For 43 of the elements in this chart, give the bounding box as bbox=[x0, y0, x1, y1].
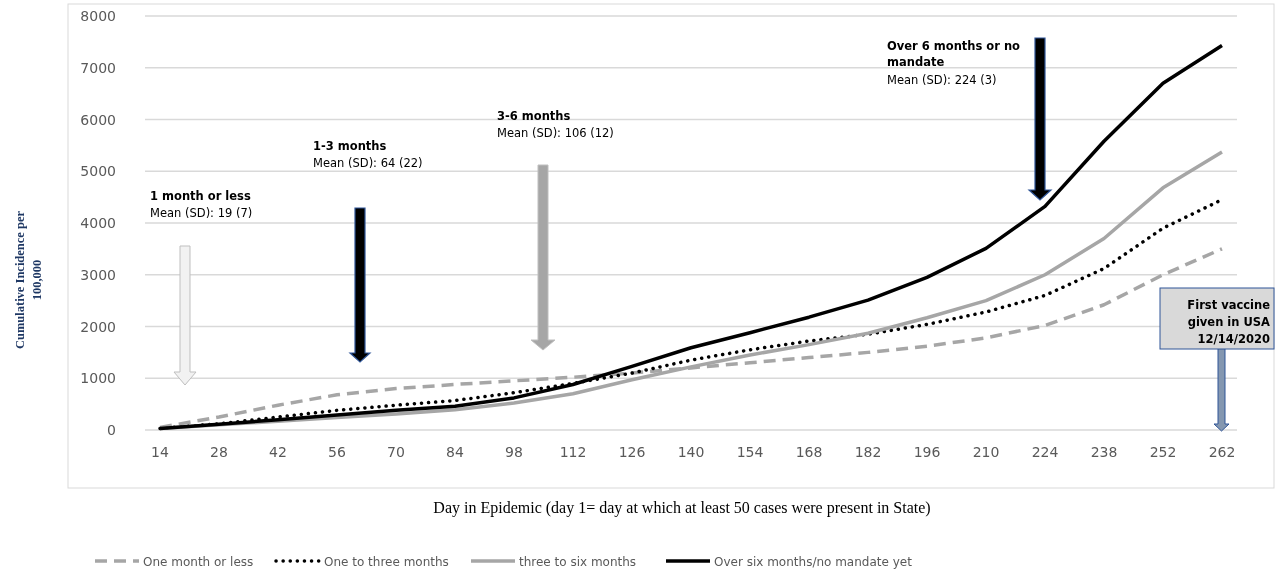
x-axis-title: Day in Epidemic (day 1= day at which at least 50 cases were present in State) bbox=[433, 499, 931, 517]
y-tick-label: 4000 bbox=[80, 215, 116, 231]
legend-label: One month or less bbox=[143, 554, 254, 569]
x-tick-label: 224 bbox=[1031, 444, 1059, 460]
x-tick-label: 84 bbox=[446, 444, 464, 460]
y-tick-label: 3000 bbox=[80, 266, 116, 283]
y-tick-label: 7000 bbox=[80, 59, 116, 76]
x-tick-label: 210 bbox=[972, 444, 1000, 460]
legend-label: Over six months/no mandate yet bbox=[714, 554, 913, 569]
y-tick-label: 1000 bbox=[80, 370, 116, 387]
annotation: 3-6 months bbox=[497, 109, 571, 123]
annotation: First vaccine given in USA 12/14/2020 bbox=[1187, 298, 1271, 346]
y-tick-label: 0 bbox=[107, 422, 116, 438]
x-tick-label: 42 bbox=[269, 444, 287, 460]
x-tick-label: 196 bbox=[913, 444, 941, 460]
x-tick-label: 14 bbox=[151, 444, 169, 460]
legend-label: three to six months bbox=[519, 554, 637, 569]
x-tick-label: 126 bbox=[618, 444, 646, 460]
x-tick-label: 70 bbox=[387, 444, 405, 460]
annotation: Mean (SD): 224 (3) bbox=[887, 73, 997, 87]
x-tick-label: 182 bbox=[854, 444, 882, 460]
annotation: Mean (SD): 19 (7) bbox=[150, 206, 253, 220]
annotation: Mean (SD): 64 (22) bbox=[313, 156, 423, 170]
x-tick-label: 98 bbox=[505, 444, 523, 460]
x-tick-label: 112 bbox=[559, 444, 587, 460]
x-tick-label: 262 bbox=[1208, 444, 1236, 460]
legend-label: One to three months bbox=[324, 554, 449, 569]
y-tick-label: 5000 bbox=[80, 163, 116, 180]
annotation: 1-3 months bbox=[313, 139, 387, 153]
x-tick-label: 154 bbox=[736, 444, 764, 460]
x-tick-label: 28 bbox=[210, 444, 228, 460]
y-tick-label: 8000 bbox=[80, 8, 116, 24]
x-tick-label: 56 bbox=[328, 444, 346, 460]
x-tick-label: 238 bbox=[1090, 444, 1118, 460]
y-tick-label: 6000 bbox=[80, 111, 116, 128]
annotation: Mean (SD): 106 (12) bbox=[497, 126, 614, 140]
x-tick-label: 252 bbox=[1149, 444, 1177, 460]
annotation: Over 6 months or no mandate bbox=[887, 39, 1021, 69]
annotation: 1 month or less bbox=[150, 189, 251, 203]
x-tick-label: 140 bbox=[677, 444, 705, 460]
y-axis-title: Cumulative Incidence per 100,000 bbox=[13, 210, 44, 350]
x-tick-label: 168 bbox=[795, 444, 823, 460]
y-tick-label: 2000 bbox=[80, 318, 116, 335]
